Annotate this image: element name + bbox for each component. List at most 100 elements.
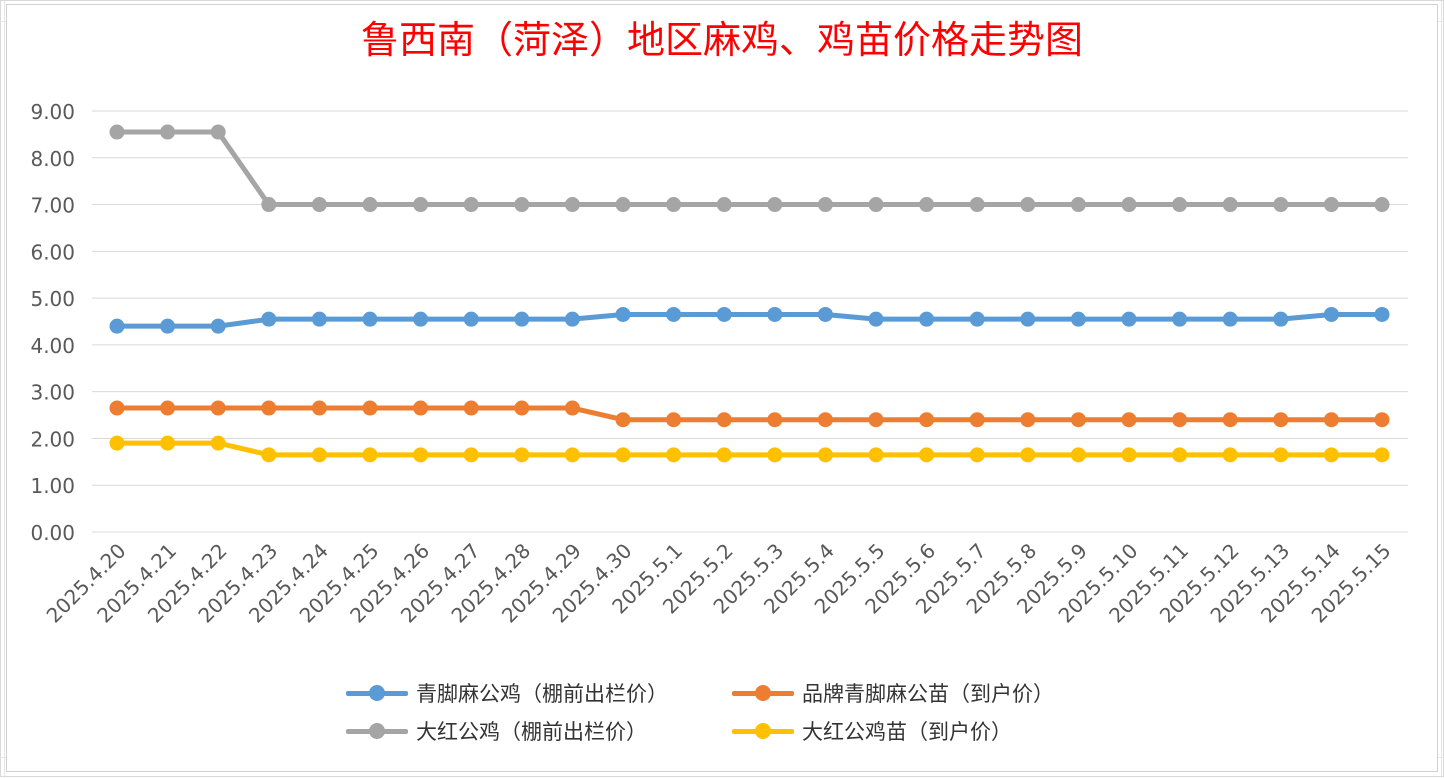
data-point[interactable] [716,412,732,428]
data-point[interactable] [1273,412,1289,428]
data-point[interactable] [1273,447,1289,463]
data-point[interactable] [615,447,631,463]
data-point[interactable] [1121,311,1137,327]
data-point[interactable] [311,311,327,327]
data-point[interactable] [564,311,580,327]
data-point[interactable] [1172,311,1188,327]
data-point[interactable] [716,447,732,463]
data-point[interactable] [1172,412,1188,428]
data-point[interactable] [1020,447,1036,463]
data-point[interactable] [564,197,580,213]
legend-item-series-3[interactable]: 大红公鸡（棚前出栏价） [346,714,647,748]
data-point[interactable] [817,306,833,322]
data-point[interactable] [1323,306,1339,322]
data-point[interactable] [767,197,783,213]
data-point[interactable] [413,197,429,213]
data-point[interactable] [666,412,682,428]
data-point[interactable] [160,318,176,334]
data-point[interactable] [1222,412,1238,428]
data-point[interactable] [514,400,530,416]
data-point[interactable] [1121,447,1137,463]
legend-item-series-4[interactable]: 大红公鸡苗（到户价） [732,714,1012,748]
data-point[interactable] [463,400,479,416]
data-point[interactable] [868,412,884,428]
data-point[interactable] [362,447,378,463]
data-point[interactable] [767,306,783,322]
data-point[interactable] [969,447,985,463]
data-point[interactable] [311,447,327,463]
data-point[interactable] [362,311,378,327]
data-point[interactable] [413,311,429,327]
data-point[interactable] [615,197,631,213]
data-point[interactable] [1374,197,1390,213]
data-point[interactable] [210,124,226,140]
data-point[interactable] [666,306,682,322]
data-point[interactable] [1070,197,1086,213]
data-point[interactable] [716,306,732,322]
data-point[interactable] [666,447,682,463]
data-point[interactable] [109,400,125,416]
data-point[interactable] [109,435,125,451]
data-point[interactable] [1172,197,1188,213]
data-point[interactable] [514,447,530,463]
data-point[interactable] [413,447,429,463]
data-point[interactable] [514,197,530,213]
data-point[interactable] [1222,311,1238,327]
data-point[interactable] [210,400,226,416]
data-point[interactable] [1374,306,1390,322]
data-point[interactable] [919,311,935,327]
data-point[interactable] [1020,412,1036,428]
data-point[interactable] [1323,447,1339,463]
legend-item-series-1[interactable]: 青脚麻公鸡（棚前出栏价） [346,676,668,710]
data-point[interactable] [362,197,378,213]
chart-area[interactable] [6,4,1438,772]
data-point[interactable] [615,412,631,428]
data-point[interactable] [615,306,631,322]
data-point[interactable] [919,447,935,463]
data-point[interactable] [817,197,833,213]
data-point[interactable] [160,435,176,451]
data-point[interactable] [311,197,327,213]
data-point[interactable] [919,197,935,213]
data-point[interactable] [261,197,277,213]
data-point[interactable] [261,447,277,463]
data-point[interactable] [969,412,985,428]
data-point[interactable] [716,197,732,213]
data-point[interactable] [109,318,125,334]
data-point[interactable] [1121,197,1137,213]
data-point[interactable] [362,400,378,416]
data-point[interactable] [160,124,176,140]
data-point[interactable] [817,447,833,463]
data-point[interactable] [514,311,530,327]
data-point[interactable] [969,311,985,327]
data-point[interactable] [463,447,479,463]
data-point[interactable] [463,311,479,327]
data-point[interactable] [919,412,935,428]
data-point[interactable] [1070,412,1086,428]
data-point[interactable] [1121,412,1137,428]
data-point[interactable] [1070,311,1086,327]
data-point[interactable] [1222,197,1238,213]
data-point[interactable] [1172,447,1188,463]
data-point[interactable] [868,197,884,213]
data-point[interactable] [767,412,783,428]
data-point[interactable] [767,447,783,463]
data-point[interactable] [564,447,580,463]
data-point[interactable] [311,400,327,416]
data-point[interactable] [210,318,226,334]
legend-item-series-2[interactable]: 品牌青脚麻公苗（到户价） [732,676,1054,710]
data-point[interactable] [1323,197,1339,213]
data-point[interactable] [463,197,479,213]
data-point[interactable] [261,311,277,327]
data-point[interactable] [1374,412,1390,428]
data-point[interactable] [210,435,226,451]
data-point[interactable] [868,311,884,327]
data-point[interactable] [1273,197,1289,213]
data-point[interactable] [1273,311,1289,327]
data-point[interactable] [666,197,682,213]
data-point[interactable] [564,400,580,416]
data-point[interactable] [160,400,176,416]
data-point[interactable] [109,124,125,140]
data-point[interactable] [817,412,833,428]
data-point[interactable] [1070,447,1086,463]
